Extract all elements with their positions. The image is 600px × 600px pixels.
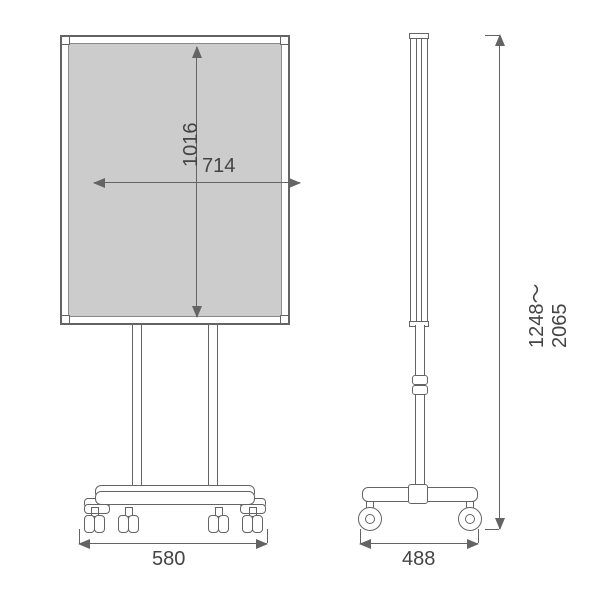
front-view: 714 1016 <box>40 35 310 535</box>
support-pole <box>208 325 218 493</box>
pole-joint <box>412 385 428 395</box>
dim-panel-width: 714 <box>202 155 235 178</box>
dim-panel-height: 1016 <box>180 123 203 168</box>
panel-frame: 714 1016 <box>60 35 290 325</box>
corner-bracket <box>61 315 70 324</box>
dim-arrow-horizontal <box>94 182 300 183</box>
base-bar <box>362 487 478 502</box>
dim-line-base-front <box>79 543 267 544</box>
caster-wheel <box>356 501 382 529</box>
dim-overall-height: 1248～2065 <box>520 268 572 348</box>
drawing-stage: 714 1016 580 <box>0 0 600 600</box>
support-pole <box>415 325 425 489</box>
dim-base-front: 580 <box>152 548 185 571</box>
support-pole <box>132 325 142 493</box>
caster-wheel <box>84 507 104 531</box>
caster-wheel <box>456 501 482 529</box>
side-view <box>360 35 480 535</box>
base-crossbar <box>95 491 255 505</box>
caster-wheel <box>118 507 138 531</box>
dim-line-base-side <box>360 543 478 544</box>
corner-bracket <box>280 315 289 324</box>
dim-base-side: 488 <box>402 548 435 571</box>
dim-arrow-vertical <box>196 47 197 317</box>
pole-joint <box>412 375 428 385</box>
corner-bracket <box>280 36 289 45</box>
panel-profile <box>410 35 428 325</box>
caster-wheel <box>242 507 262 531</box>
corner-bracket <box>61 36 70 45</box>
dim-line-height <box>499 35 500 529</box>
caster-wheel <box>208 507 228 531</box>
